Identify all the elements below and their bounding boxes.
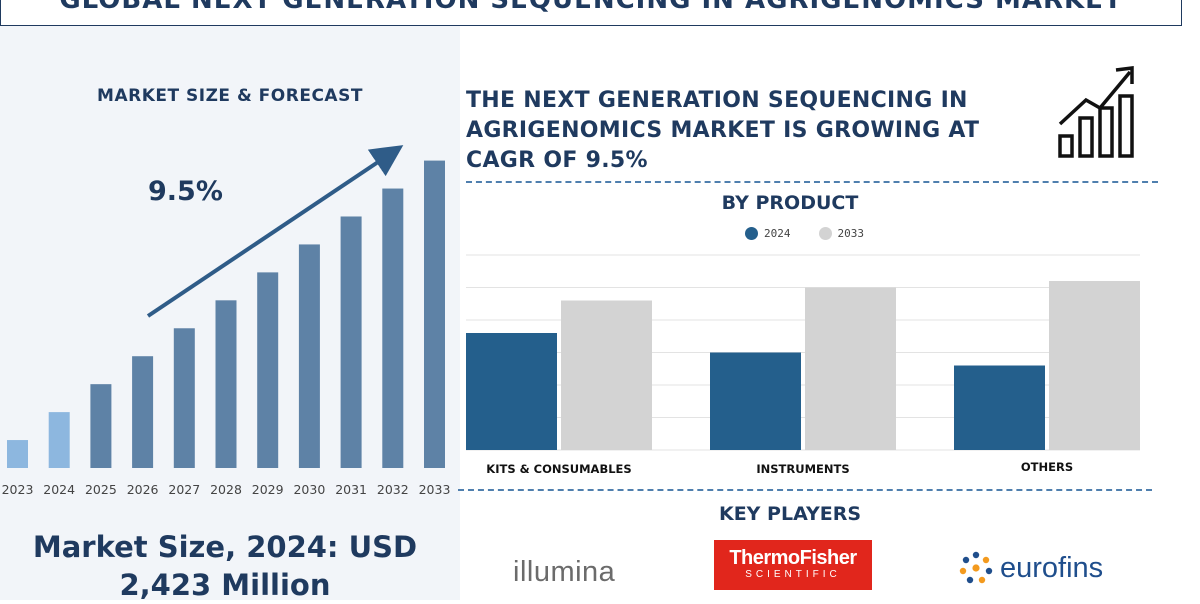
bar-2026 bbox=[132, 356, 154, 468]
growth-arrow bbox=[146, 145, 404, 318]
legend-item-2033: 2033 bbox=[818, 227, 865, 240]
key-players-title: KEY PLAYERS bbox=[718, 503, 862, 525]
bar-2023 bbox=[7, 440, 28, 468]
bar-2033-2 bbox=[1049, 281, 1140, 450]
x-tick-2027: 2027 bbox=[168, 482, 200, 497]
bar-2033-1 bbox=[805, 287, 896, 450]
bar-2024-1 bbox=[710, 352, 801, 450]
x-tick-2032: 2032 bbox=[377, 482, 409, 497]
market-size-text: Market Size, 2024: USD 2,423 Million bbox=[10, 528, 440, 604]
legend-label-2024: 2024 bbox=[764, 227, 791, 240]
bar-2032 bbox=[382, 188, 404, 469]
market-forecast-chart: 2023 2024 2025 2026 2027 2028 2029 2030 2031 2032… bbox=[2, 145, 451, 497]
bar-2024-0 bbox=[466, 333, 557, 450]
bar-2025 bbox=[90, 384, 112, 468]
eurofins-logo: eurofins bbox=[958, 550, 1103, 586]
category-label-1: INSTRUMENTS bbox=[756, 462, 849, 476]
x-tick-2025: 2025 bbox=[85, 482, 117, 497]
thermofisher-logo: ThermoFisher SCIENTIFIC bbox=[714, 540, 872, 590]
chart-legend: 2024 2033 bbox=[745, 227, 864, 240]
by-product-title: BY PRODUCT bbox=[721, 192, 859, 214]
market-size-line-1: Market Size, 2024: USD bbox=[32, 530, 418, 564]
market-size-title: MARKET SIZE & FORECAST bbox=[97, 86, 363, 106]
bar-2031 bbox=[340, 216, 362, 468]
x-tick-2024: 2024 bbox=[43, 482, 75, 497]
bar-2030 bbox=[298, 244, 320, 468]
illumina-logo: illumina bbox=[513, 556, 616, 588]
legend-dot-2024 bbox=[745, 227, 758, 240]
eurofins-dots-icon bbox=[959, 551, 993, 584]
cagr-headline: THE NEXT GENERATION SEQUENCING IN AGRIGE… bbox=[466, 88, 980, 173]
section-divider-bottom bbox=[458, 489, 1152, 491]
title-bar: Global Next Generation Sequencing in Agr… bbox=[0, 0, 1182, 26]
growth-chart-icon bbox=[1058, 66, 1134, 158]
eurofins-wordmark: eurofins bbox=[1000, 551, 1104, 584]
section-divider-top bbox=[466, 181, 1158, 183]
category-label-2: OTHERS bbox=[1021, 460, 1073, 474]
x-tick-2029: 2029 bbox=[252, 482, 284, 497]
x-tick-2028: 2028 bbox=[210, 482, 242, 497]
cagr-label: 9.5% bbox=[148, 176, 223, 207]
bar-2024-2 bbox=[954, 365, 1045, 450]
bar-2029 bbox=[257, 272, 279, 468]
thermofisher-logo-main: ThermoFisher bbox=[729, 547, 857, 569]
legend-dot-2033 bbox=[818, 227, 832, 240]
bar-2033-0 bbox=[561, 300, 652, 450]
legend-item-2024: 2024 bbox=[745, 227, 791, 240]
x-tick-2031: 2031 bbox=[335, 482, 367, 497]
bar-2028 bbox=[215, 300, 237, 468]
thermofisher-logo-sub: SCIENTIFIC bbox=[745, 569, 841, 580]
x-tick-2030: 2030 bbox=[293, 482, 325, 497]
bar-2027 bbox=[173, 328, 195, 468]
x-tick-2033: 2033 bbox=[419, 482, 451, 497]
x-tick-2026: 2026 bbox=[127, 482, 159, 497]
page-title: Global Next Generation Sequencing in Agr… bbox=[59, 0, 1123, 15]
market-size-line-2: 2,423 Million bbox=[119, 568, 331, 602]
by-product-chart: KITS & CONSUMABLES INSTRUMENTS OTHERS bbox=[466, 254, 1140, 476]
bar-2033 bbox=[424, 160, 445, 468]
x-tick-2023: 2023 bbox=[2, 482, 34, 497]
bar-2024 bbox=[48, 412, 70, 468]
category-label-0: KITS & CONSUMABLES bbox=[486, 462, 631, 476]
legend-label-2033: 2033 bbox=[837, 227, 865, 240]
